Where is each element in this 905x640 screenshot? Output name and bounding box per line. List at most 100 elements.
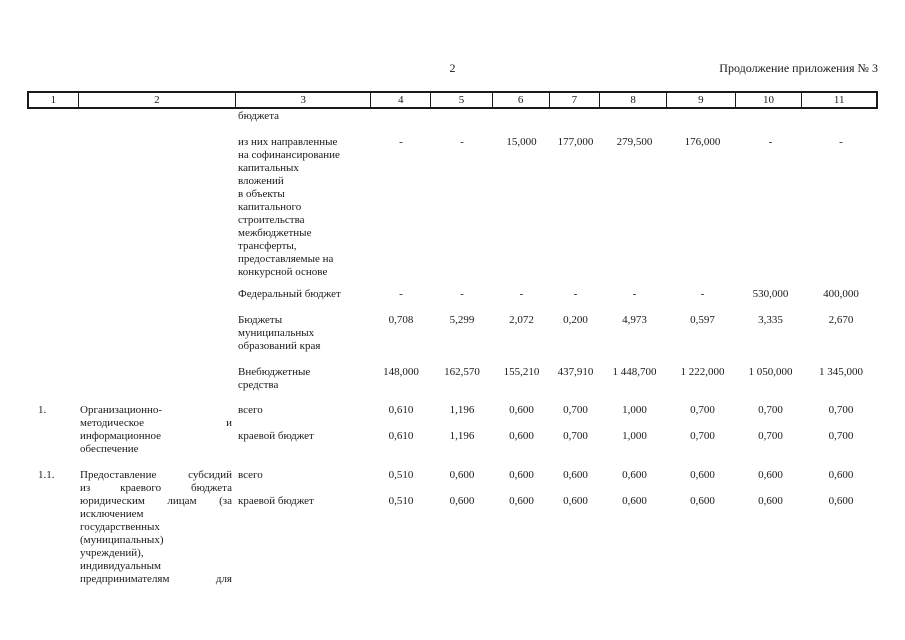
budget-source-label: краевой бюджет — [238, 495, 314, 507]
text-line: предоставляемые на — [238, 253, 334, 265]
text-line: (муниципальных) — [80, 534, 164, 546]
value-cell: 0,600 — [828, 495, 854, 507]
row-number: 1.1. — [38, 469, 55, 481]
text-word: субсидий — [188, 469, 232, 481]
text-line: индивидуальным — [80, 560, 162, 572]
text-line: Федеральный бюджет — [238, 288, 341, 300]
values-cells: - - - - - - 530,000 400,000 — [371, 288, 878, 301]
value-cell: 0,600 — [563, 495, 588, 507]
budget-source: Федеральный бюджет — [238, 288, 366, 301]
value-cell: 0,600 — [509, 495, 534, 507]
activity-name: Предоставление субсидий из краевого бюджета ю… — [80, 469, 232, 586]
value-cell: - — [519, 288, 524, 300]
budget-source-label — [238, 366, 371, 379]
text-line: информационное — [80, 430, 162, 442]
text-line: образований края — [238, 340, 321, 352]
value-cell: 1 448,700 — [612, 366, 657, 378]
value-cell: 0,708 — [388, 314, 414, 326]
text-line: учреждений), — [80, 547, 144, 559]
value-cell: - — [460, 288, 464, 300]
value-cell: 0,700 — [828, 404, 854, 416]
value-cell: 1 050,000 — [748, 366, 793, 378]
value-cell: 0,700 — [563, 404, 588, 416]
value-cell: 0,700 — [690, 430, 715, 442]
text-line: Бюджеты — [238, 314, 283, 326]
values-cells: 0,610 1,196 0,600 0,700 1,000 0,700 0,700 0,700 — [371, 430, 878, 443]
values-cells: 0,510 0,600 0,600 0,600 0,600 0,600 0,600 0,600 — [371, 495, 878, 508]
value-cell: - — [399, 136, 403, 148]
values-row: краевой бюджет 0,610 1,196 0,600 0,700 1,000 0… — [238, 430, 878, 443]
text-line: конкурсной основе — [238, 266, 328, 278]
values-cells: 0,510 0,600 0,600 0,600 0,600 0,600 0,600 0,600 — [371, 469, 878, 482]
value-cell: 3,335 — [758, 314, 783, 326]
table-body: бюджета из них направленные на софинансиро… — [27, 0, 878, 640]
value-cell: 0,600 — [622, 469, 647, 481]
text-word: (за — [219, 495, 232, 507]
value-cell: - — [632, 288, 637, 300]
table-header-row: 1 2 3 4 5 6 7 8 9 10 11 — [27, 91, 878, 109]
value-cell: 1,000 — [622, 404, 647, 416]
value-cell: 0,610 — [388, 404, 414, 416]
value-cell: 0,600 — [509, 430, 534, 442]
appendix-continuation-title: Продолжение приложения № 3 — [719, 61, 878, 75]
values-row: краевой бюджет 0,510 0,600 0,600 0,600 0,600 0… — [238, 495, 878, 508]
text-line: методическое и — [80, 417, 232, 430]
value-cell: 148,000 — [383, 366, 419, 378]
text-line: капитального — [238, 201, 302, 213]
value-cell: - — [399, 288, 403, 300]
value-cell: 1,196 — [449, 430, 475, 442]
value-cell: 0,610 — [388, 430, 414, 442]
value-cell: - — [460, 136, 464, 148]
value-cell: 2,670 — [828, 314, 854, 326]
page-number: 2 — [449, 61, 456, 75]
text-word: лицам — [167, 495, 197, 507]
table-header-cell-11: 11 — [833, 94, 845, 106]
budget-source: Бюджеты муниципальных образований края — [238, 314, 366, 353]
text-line: из краевого бюджета — [80, 482, 232, 495]
budget-source-label — [238, 288, 371, 301]
value-cell: 0,597 — [690, 314, 715, 326]
budget-source-label: всего — [238, 469, 263, 481]
values-cells: 0,610 1,196 0,600 0,700 1,000 0,700 0,700 0,700 — [371, 404, 878, 417]
text-line: муниципальных — [238, 327, 315, 339]
value-cell: 0,600 — [758, 469, 783, 481]
table-header-cell-4: 4 — [371, 93, 432, 107]
value-cell: 177,000 — [557, 136, 594, 148]
value-cell: 0,600 — [449, 495, 475, 507]
table-header-cell-7: 7 — [550, 93, 601, 107]
budget-source: бюджета — [238, 110, 366, 123]
value-cell: 2,072 — [509, 314, 534, 326]
text-line: трансферты, — [238, 240, 297, 252]
value-cell: 0,600 — [828, 469, 854, 481]
text-word: методическое — [80, 417, 145, 429]
value-cell: 0,600 — [758, 495, 783, 507]
value-cell: 4,973 — [622, 314, 647, 326]
value-cell: 0,600 — [622, 495, 647, 507]
table-header-cell-8: 8 — [600, 93, 667, 107]
activity-name: Организационно-методическое и информационн… — [80, 404, 232, 456]
row-number: 1. — [38, 404, 47, 416]
value-cell: 0,700 — [758, 404, 783, 416]
value-cell: - — [839, 136, 843, 148]
value-cell: 0,700 — [758, 430, 783, 442]
values-row: 0,708 5,299 2,072 0,200 4,973 0,597 3,335 2,670 — [238, 314, 878, 327]
text-word: Предоставление — [80, 469, 157, 481]
value-cell: 530,000 — [752, 288, 789, 300]
value-cell: 0,600 — [690, 495, 715, 507]
value-cell: 0,600 — [509, 469, 534, 481]
value-cell: 0,700 — [563, 430, 588, 442]
value-cell: 0,510 — [388, 495, 414, 507]
value-cell: 162,570 — [444, 366, 480, 378]
text-line: вложений — [238, 175, 284, 187]
value-cell: 1 345,000 — [819, 366, 863, 378]
value-cell: 0,600 — [509, 404, 534, 416]
value-cell: 0,600 — [563, 469, 588, 481]
value-cell: 155,210 — [503, 366, 540, 378]
budget-source-label — [238, 314, 371, 327]
table-header-cell-1: 1 — [29, 93, 79, 107]
text-line: на софинансирование — [238, 149, 340, 161]
table-header-cell-2: 2 — [79, 93, 237, 107]
budget-source-label: краевой бюджет — [238, 430, 314, 442]
budget-source-label: всего — [238, 404, 263, 416]
